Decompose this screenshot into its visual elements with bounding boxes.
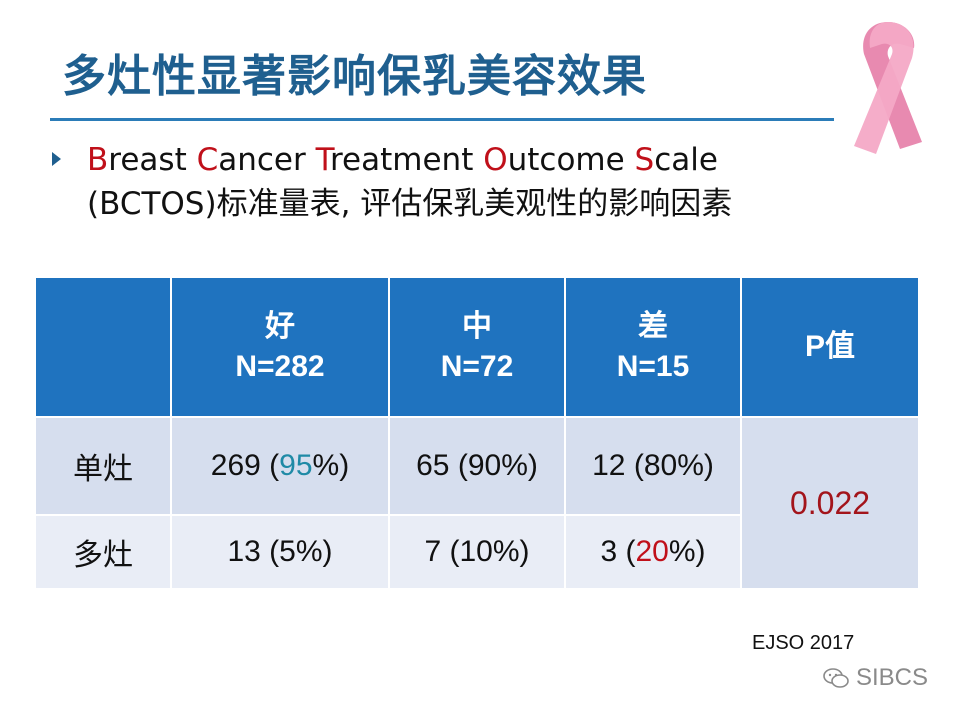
acronym-letter: T bbox=[315, 142, 330, 178]
cell-percent: 5 bbox=[279, 535, 296, 568]
acronym-letter: S bbox=[634, 142, 655, 178]
source-citation: EJSO 2017 bbox=[752, 632, 855, 654]
bullet-triangle-icon bbox=[52, 152, 61, 166]
header-n: N=15 bbox=[616, 350, 690, 383]
bullet-text-segment: cale bbox=[654, 142, 718, 178]
table-cell: 65 (90%) bbox=[388, 416, 566, 516]
bullet-text-segment: utcome bbox=[507, 142, 635, 178]
header-n: N=72 bbox=[440, 350, 514, 383]
acronym-letter: O bbox=[483, 142, 508, 178]
header-name: 好 bbox=[265, 310, 295, 343]
table-cell: 12 (80%) bbox=[564, 416, 742, 516]
table-header-row: 好 N=282 中 N=72 差 N=15 P值 bbox=[34, 276, 920, 418]
header-name: 差 bbox=[638, 310, 668, 343]
header-good: 好 N=282 bbox=[170, 276, 390, 418]
bullet-text-segment: ancer bbox=[218, 142, 316, 178]
pink-ribbon-icon bbox=[854, 22, 922, 154]
header-name: 中 bbox=[462, 310, 492, 343]
cell-count: 12 ( bbox=[592, 449, 644, 482]
slide-title: 多灶性显著影响保乳美容效果 bbox=[62, 51, 647, 102]
table-row: 单灶 269 (95%) 65 (90%) 12 (80%) 0.022 bbox=[34, 416, 920, 590]
header-p-value: P值 bbox=[740, 276, 920, 418]
table-cell: 3 (20%) bbox=[564, 514, 742, 590]
cell-close: %) bbox=[677, 449, 714, 482]
cell-close: %) bbox=[295, 535, 333, 568]
cell-close: %) bbox=[312, 449, 350, 482]
header-poor: 差 N=15 bbox=[564, 276, 742, 418]
header-n: N=282 bbox=[235, 350, 325, 383]
table-cell: 269 (95%) bbox=[170, 416, 390, 516]
row-label: 单灶 bbox=[34, 416, 172, 516]
table-cell: 13 (5%) bbox=[170, 514, 390, 590]
title-underline bbox=[50, 118, 834, 121]
header-empty bbox=[34, 276, 172, 418]
p-value-cell: 0.022 bbox=[740, 416, 920, 590]
cell-close: %) bbox=[501, 449, 538, 482]
wechat-icon bbox=[823, 668, 849, 688]
row-label: 多灶 bbox=[34, 514, 172, 590]
results-table: 好 N=282 中 N=72 差 N=15 P值 单灶 269 (95%) 65… bbox=[34, 276, 920, 590]
header-fair: 中 N=72 bbox=[388, 276, 566, 418]
cell-close: %) bbox=[668, 535, 706, 568]
cell-percent: 80 bbox=[643, 449, 678, 482]
watermark-text: SIBCS bbox=[856, 664, 929, 691]
watermark: SIBCS bbox=[822, 664, 928, 692]
acronym-letter: C bbox=[196, 142, 219, 178]
table-cell: 7 (10%) bbox=[388, 514, 566, 590]
cell-percent: 20 bbox=[635, 535, 669, 568]
cell-count: 65 ( bbox=[416, 449, 468, 482]
cell-count: 7 ( bbox=[424, 535, 460, 568]
cell-count: 3 ( bbox=[600, 535, 636, 568]
bullet-line-2: (BCTOS)标准量表, 评估保乳美观性的影响因素 bbox=[87, 186, 733, 222]
cell-count: 269 ( bbox=[210, 449, 280, 482]
bullet-text-segment: reast bbox=[108, 142, 197, 178]
acronym-letter: B bbox=[87, 142, 109, 178]
bullet-line-1: Breast Cancer Treatment Outcome Scale bbox=[87, 138, 718, 182]
table-row: 多灶 13 (5%) 7 (10%) 3 (20%) bbox=[34, 514, 919, 590]
cell-count: 13 ( bbox=[227, 535, 280, 568]
cell-percent: 90 bbox=[467, 449, 502, 482]
bullet-text-segment: reatment bbox=[329, 142, 484, 178]
cell-close: %) bbox=[492, 535, 530, 568]
header-name: P值 bbox=[804, 330, 855, 363]
cell-percent: 10 bbox=[459, 535, 493, 568]
cell-percent: 95 bbox=[279, 449, 313, 482]
